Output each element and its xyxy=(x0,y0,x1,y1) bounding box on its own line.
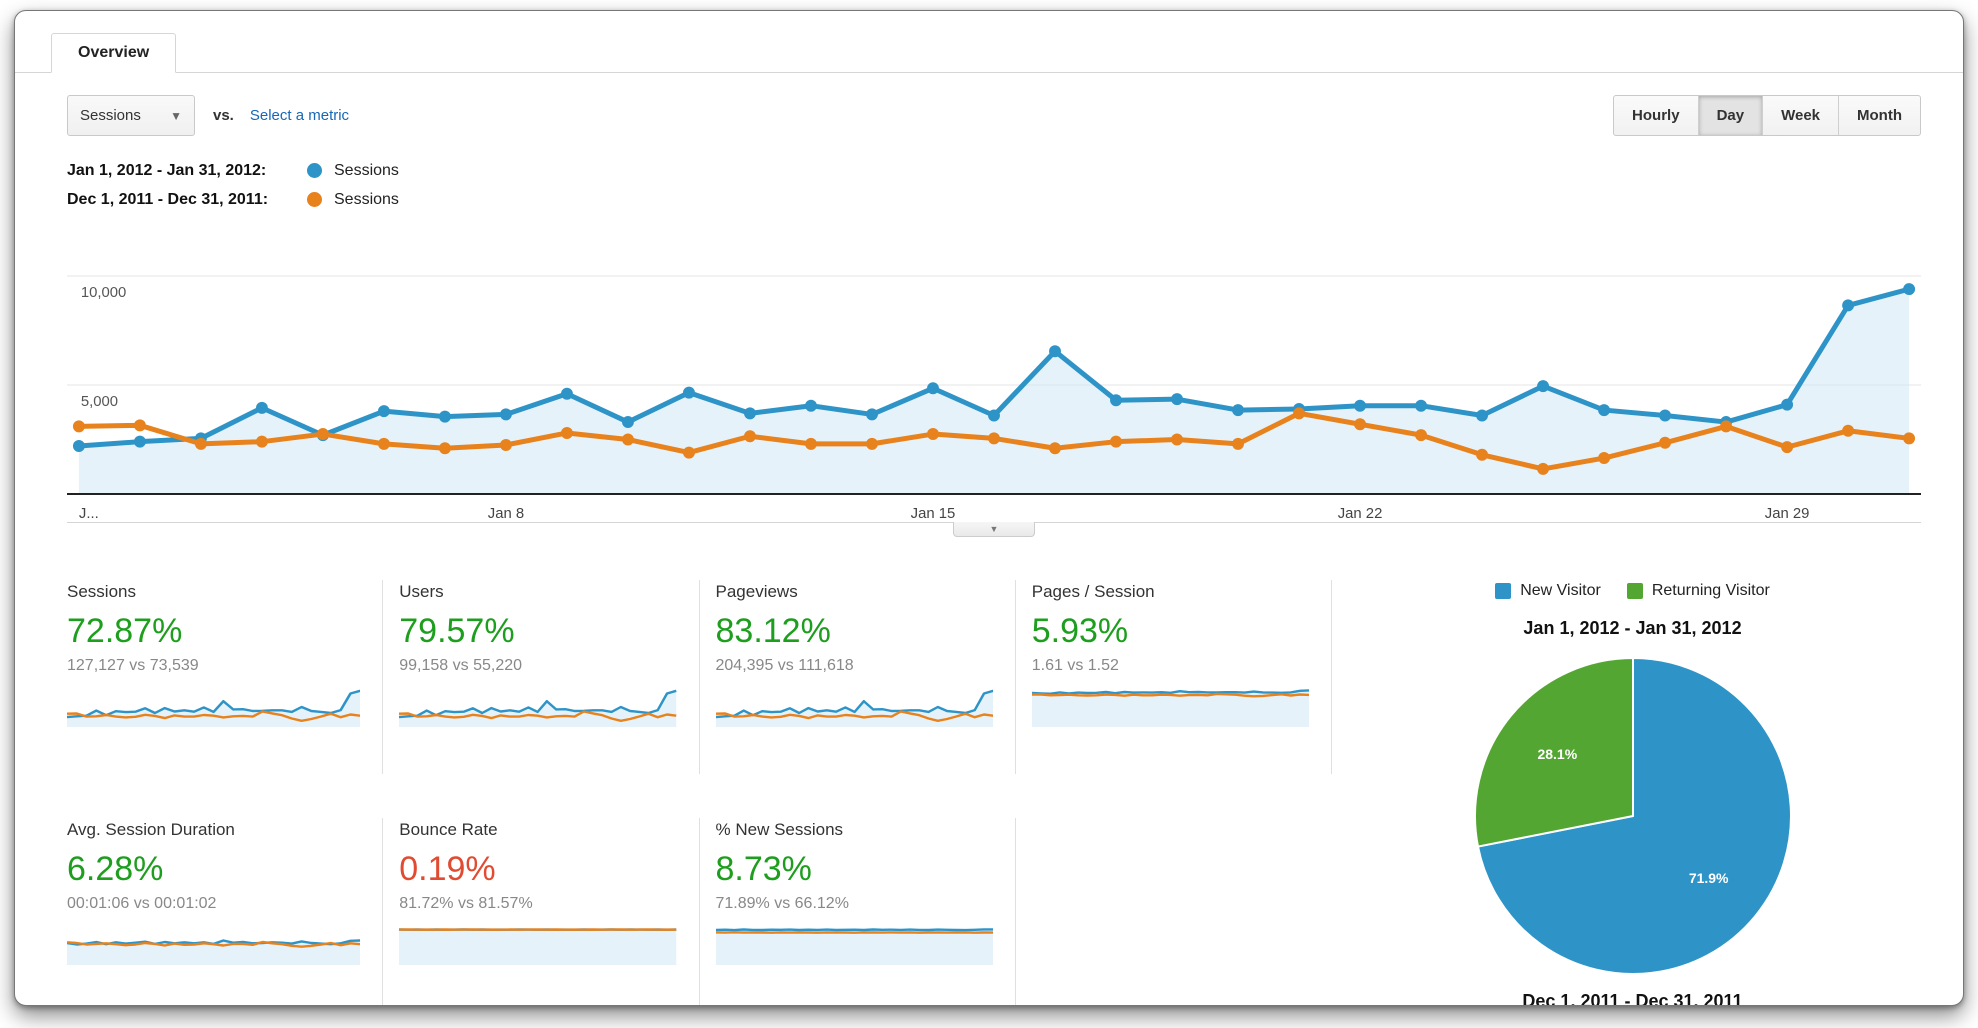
series-dot-icon xyxy=(307,163,322,178)
scorecard-sparkline xyxy=(1031,687,1309,727)
pie-legend-item-returning-visitor: Returning Visitor xyxy=(1626,582,1770,600)
scorecard-sparkline xyxy=(67,925,361,965)
svg-text:J...: J... xyxy=(79,505,99,522)
scorecard-sparkline xyxy=(67,687,361,727)
legend-metric-label: Sessions xyxy=(334,161,399,179)
legend-row-current: Jan 1, 2012 - Jan 31, 2012: Sessions xyxy=(67,156,1963,185)
scorecard-sparkline xyxy=(715,687,993,727)
sessions-chart-area: 10,000 5,000 J... Jan 8 Jan 15 Jan 22 Jan 29 xyxy=(67,222,1921,522)
tab-overview[interactable]: Overview xyxy=(51,33,177,73)
metric-selectors: Sessions ▼ vs. Select a metric xyxy=(67,95,1613,136)
scorecard-title: Users xyxy=(399,582,444,601)
scorecard-comparison-values: 204,395 vs 111,618 xyxy=(715,657,854,674)
granularity-day-button[interactable]: Day xyxy=(1698,96,1764,135)
scorecard-comparison-values: 71.89% vs 66.12% xyxy=(715,895,849,912)
chart-scrollbar-track[interactable]: ▼ xyxy=(67,522,1921,542)
svg-text:Jan 29: Jan 29 xyxy=(1765,505,1810,522)
pie-date-range-title: Jan 1, 2012 - Jan 31, 2012 xyxy=(1523,618,1742,638)
scorecard-title: Avg. Session Duration xyxy=(67,820,235,839)
svg-text:Jan 22: Jan 22 xyxy=(1338,505,1383,522)
granularity-toggle: Hourly Day Week Month xyxy=(1613,95,1921,136)
metric-dropdown[interactable]: Sessions ▼ xyxy=(67,95,195,136)
scorecard-sparkline xyxy=(715,925,993,965)
granularity-week-button[interactable]: Week xyxy=(1763,96,1840,135)
pie-slice-label: 71.9% xyxy=(1688,870,1728,886)
scorecard-new-sessions[interactable]: % New Sessions 8.73% 71.89% vs 66.12% xyxy=(700,818,1016,1005)
tab-bar: Overview xyxy=(15,31,1963,73)
granularity-month-button[interactable]: Month xyxy=(1839,96,1920,135)
scorecard-sessions[interactable]: Sessions 72.87% 127,127 vs 73,539 xyxy=(67,580,384,774)
scorecard-comparison-values: 127,127 vs 73,539 xyxy=(67,657,199,674)
scorecard-title: Pageviews xyxy=(715,582,798,601)
scorecard-comparison-values: 1.61 vs 1.52 xyxy=(1031,657,1119,674)
scorecard-title: Sessions xyxy=(67,582,136,601)
analytics-overview-panel: Overview Sessions ▼ vs. Select a metric … xyxy=(14,10,1964,1006)
returning-visitor-swatch xyxy=(1626,583,1643,599)
scorecard-bounce-rate[interactable]: Bounce Rate 0.19% 81.72% vs 81.57% xyxy=(383,818,700,1005)
scorecard-change-percent: 6.28% xyxy=(67,850,164,888)
chart-legend: Jan 1, 2012 - Jan 31, 2012: Sessions Dec 1… xyxy=(67,156,1963,214)
pie-comparison-range-title: Dec 1, 2011 - Dec 31, 2011 xyxy=(1522,991,1743,1006)
legend-metric-label: Sessions xyxy=(334,190,399,208)
scorecard-pages-session[interactable]: Pages / Session 5.93% 1.61 vs 1.52 xyxy=(1016,580,1332,774)
visitor-type-pie-chart[interactable]: 71.9% 28.1% xyxy=(1468,651,1798,981)
legend-date-range: Jan 1, 2012 - Jan 31, 2012: xyxy=(67,161,267,179)
pie-slice-new-visitor[interactable] xyxy=(1476,657,1792,975)
chart-controls: Sessions ▼ vs. Select a metric Hourly Day… xyxy=(67,95,1921,136)
legend-date-range: Dec 1, 2011 - Dec 31, 2011: xyxy=(67,190,269,208)
svg-text:5,000: 5,000 xyxy=(81,393,118,410)
scorecard-change-percent: 79.57% xyxy=(399,612,515,650)
pie-legend-label: Returning Visitor xyxy=(1651,582,1770,599)
metric-dropdown-value: Sessions xyxy=(80,107,141,124)
collapse-chart-button[interactable]: ▼ xyxy=(953,522,1035,537)
scorecard-change-percent: 8.73% xyxy=(715,850,812,888)
svg-text:10,000: 10,000 xyxy=(81,284,126,301)
scorecard-sparkline xyxy=(399,925,677,965)
scorecard-title: Pages / Session xyxy=(1031,582,1155,601)
scorecard-change-percent: 0.19% xyxy=(399,850,496,888)
pie-legend-item-new-visitor: New Visitor xyxy=(1495,582,1601,600)
new-visitor-swatch xyxy=(1495,583,1512,599)
visitor-type-panel: New Visitor Returning Visitor Jan 1, 201… xyxy=(1332,580,1933,1006)
pie-slice-label: 28.1% xyxy=(1537,746,1577,762)
chevron-down-icon: ▼ xyxy=(170,108,182,123)
scorecard-comparison-values: 99,158 vs 55,220 xyxy=(399,657,523,674)
pie-legend: New Visitor Returning Visitor xyxy=(1495,582,1770,600)
legend-row-previous: Dec 1, 2011 - Dec 31, 2011: Sessions xyxy=(67,185,1963,214)
scorecard-users[interactable]: Users 79.57% 99,158 vs 55,220 xyxy=(383,580,700,774)
scorecard-pageviews[interactable]: Pageviews 83.12% 204,395 vs 111,618 xyxy=(700,580,1016,774)
scorecard-comparison-values: 81.72% vs 81.57% xyxy=(399,895,533,912)
select-metric-link[interactable]: Select a metric xyxy=(249,107,350,124)
pie-legend-label: New Visitor xyxy=(1520,582,1601,599)
scorecard-comparison-values: 00:01:06 vs 00:01:02 xyxy=(67,895,217,912)
scorecard-title: % New Sessions xyxy=(715,820,844,839)
series-dot-icon xyxy=(307,192,322,207)
svg-text:Jan 8: Jan 8 xyxy=(488,505,524,522)
svg-text:Jan 15: Jan 15 xyxy=(911,505,956,522)
summary-section: Sessions 72.87% 127,127 vs 73,539 Users 79.5… xyxy=(67,580,1933,1006)
scorecard-change-percent: 5.93% xyxy=(1031,612,1129,650)
scorecard-avg-session-duration[interactable]: Avg. Session Duration 6.28% 00:01:06 vs 00… xyxy=(67,818,384,1005)
granularity-hourly-button[interactable]: Hourly xyxy=(1614,96,1699,135)
tab-overview-label: Overview xyxy=(78,44,150,61)
scorecard-change-percent: 83.12% xyxy=(715,612,831,650)
scorecard-sparkline xyxy=(399,687,677,727)
scorecards: Sessions 72.87% 127,127 vs 73,539 Users 79.5… xyxy=(67,580,1332,1005)
scorecard-title: Bounce Rate xyxy=(399,820,498,839)
chevron-down-icon: ▼ xyxy=(989,523,999,534)
sessions-line-chart[interactable]: 10,000 5,000 J... Jan 8 Jan 15 Jan 22 Jan 29 xyxy=(67,222,1921,522)
scorecard-change-percent: 72.87% xyxy=(67,612,183,650)
pie-slice-returning-visitor[interactable] xyxy=(1473,657,1634,848)
vs-label: vs. xyxy=(213,107,234,124)
